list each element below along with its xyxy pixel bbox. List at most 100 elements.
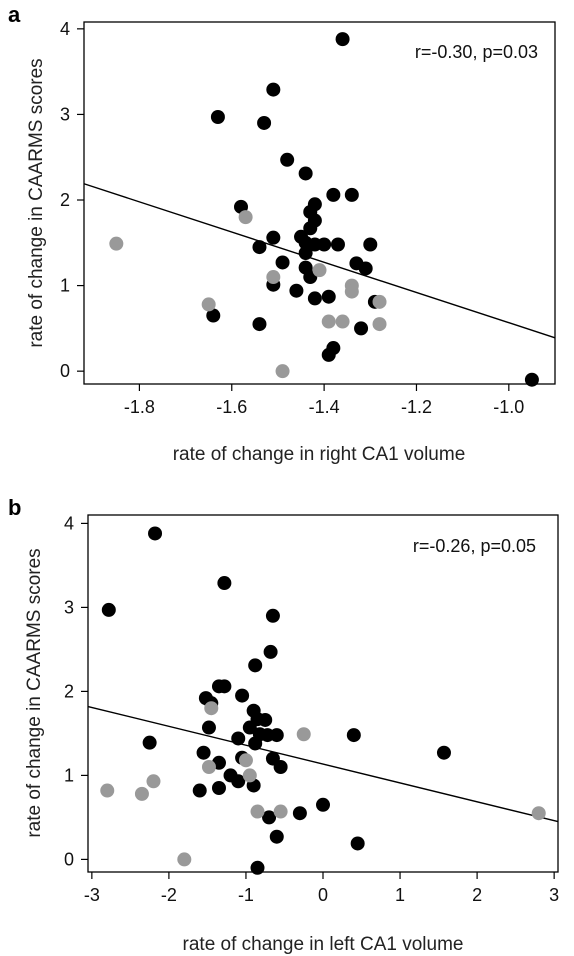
panel-a-letter: a [8, 2, 21, 27]
panel-a-x-tick-label: -1.6 [216, 397, 247, 417]
panel-a-marks [83, 32, 556, 387]
panel-b-gray-point-4 [201, 760, 216, 774]
panel-b-black-point-39 [250, 860, 265, 875]
panel-b-black-point-3 [265, 608, 280, 623]
panel-b-black-point-33 [192, 783, 207, 798]
panel-b-x-tick-label: 0 [318, 885, 328, 905]
panel-a-black-point-37 [524, 372, 539, 387]
panel-a-black-point-7 [344, 187, 359, 202]
panel-b-black-point-32 [211, 781, 226, 795]
panel-a-regression-line [83, 183, 556, 339]
panel-a-x-tick-label: -1.4 [309, 397, 340, 417]
panel-b-x-tick-label: 2 [472, 885, 482, 905]
panel-a-black-point-12 [303, 221, 318, 236]
panel-a-black-point-23 [275, 255, 290, 270]
panel-a-x-tick-label: -1.2 [401, 397, 432, 417]
panel-a-black-point-5 [298, 166, 313, 181]
panel-b-gray-point-1 [134, 786, 149, 801]
panel-a-y-tick-label: 2 [60, 190, 70, 210]
panel-a-black-point-30 [307, 291, 322, 306]
panel-a-black-point-6 [326, 187, 341, 202]
panel-a-black-point-32 [206, 308, 221, 323]
panel-a-black-point-34 [354, 321, 369, 336]
panel-b-y-tick-label: 2 [64, 681, 74, 701]
panel-b-black-point-36 [262, 810, 277, 825]
panel-b-x-tick-label: -1 [238, 885, 254, 905]
panel-a-y-tick-label: 4 [60, 19, 70, 39]
panel-b-gray-point-5 [238, 753, 253, 768]
panel-b-black-point-16 [231, 731, 246, 746]
panel-a-gray-point-0 [109, 236, 124, 251]
panel-b-gray-point-0 [100, 783, 115, 798]
panel-b-x-axis: -3 -2 -1 0 1 2 3 [84, 872, 559, 905]
panel-b-black-point-34 [316, 797, 330, 812]
panel-a: a -1.8 -1.6 -1.4 -1.2 -1.0 0 1 2 3 4 r=-0.30, p=… [8, 2, 556, 465]
panel-b-black-point-28 [273, 760, 288, 774]
panel-a-black-point-17 [317, 237, 332, 252]
panel-a-y-tick-label: 0 [60, 361, 70, 381]
panel-b-black-point-24 [196, 745, 211, 760]
panel-a-gray-point-3 [312, 263, 327, 278]
panel-a-black-point-29 [321, 289, 336, 304]
panel-b-plot-frame [87, 514, 559, 873]
panel-a-black-point-4 [280, 152, 295, 167]
panel-a-y-axis: 0 1 2 3 4 [60, 19, 84, 381]
panel-b-black-point-14 [242, 720, 257, 735]
panel-b-black-point-21 [142, 735, 157, 750]
panel-b-black-point-10 [235, 688, 250, 703]
panel-b-black-point-7 [211, 679, 226, 694]
panel-b-black-point-2 [217, 576, 232, 591]
panel-a-black-point-14 [266, 230, 281, 245]
panel-b-gray-point-9 [273, 804, 288, 819]
panel-a-gray-point-9 [321, 314, 336, 329]
panel-b-y-tick-label: 0 [64, 849, 74, 869]
panel-b-black-point-0 [148, 526, 163, 541]
panel-a-black-point-21 [298, 246, 313, 261]
panel-a-black-point-36 [321, 347, 336, 362]
panel-b-black-point-35 [292, 806, 307, 821]
panel-b-y-axis-label: rate of change in CAARMS scores [24, 548, 45, 837]
panel-b-black-point-30 [231, 774, 246, 789]
panel-a-y-tick-label: 1 [60, 276, 70, 296]
panel-a-black-point-20 [252, 240, 267, 255]
panel-a-gray-point-1 [238, 210, 253, 225]
panel-a-gray-point-8 [372, 317, 387, 332]
panel-b-regression-line [87, 705, 559, 823]
panel-b-x-tick-label: -3 [84, 885, 100, 905]
panel-a-x-axis: -1.8 -1.6 -1.4 -1.2 -1.0 [124, 384, 524, 417]
panel-b-marks [87, 526, 559, 875]
panel-b-x-axis-label: rate of change in left CA1 volume [183, 934, 464, 955]
panel-b-black-point-37 [269, 829, 284, 844]
panel-a-gray-point-6 [201, 297, 216, 312]
panel-a-gray-point-2 [266, 270, 281, 285]
panel-b-black-point-23 [436, 745, 451, 760]
panel-a-black-point-28 [289, 283, 304, 298]
panel-b-y-axis: 0 1 2 3 4 [64, 513, 88, 869]
panel-b-letter: b [8, 495, 21, 520]
panel-b-gray-point-10 [177, 852, 192, 867]
panel-a-black-point-18 [330, 237, 345, 252]
panel-b-black-point-20 [346, 728, 361, 743]
panel-b-correlation-annotation: r=-0.26, p=0.05 [413, 536, 536, 556]
panel-b-x-tick-label: 3 [549, 885, 559, 905]
panel-a-plot-frame [83, 21, 556, 385]
panel-b-gray-point-3 [204, 701, 219, 716]
panel-a-black-point-19 [363, 237, 378, 252]
panel-b-black-point-15 [201, 720, 216, 735]
panel-a-x-tick-label: -1.8 [124, 397, 155, 417]
panel-b-gray-point-2 [146, 774, 161, 789]
panel-b-y-tick-label: 3 [64, 597, 74, 617]
panel-a-gray-point-7 [372, 294, 387, 309]
panel-a-y-tick-label: 3 [60, 104, 70, 124]
panel-a-gray-point-5 [344, 284, 359, 299]
panel-b-black-point-13 [258, 712, 273, 727]
panel-a-x-tick-label: -1.0 [493, 397, 524, 417]
panel-a-black-point-25 [358, 261, 373, 276]
panel-b-black-point-19 [269, 728, 284, 743]
panel-a-gray-point-10 [335, 314, 350, 329]
panel-a-correlation-annotation: r=-0.30, p=0.03 [415, 42, 538, 62]
panel-b-gray-point-7 [296, 727, 311, 742]
panel-a-black-point-3 [257, 115, 272, 130]
panel-b-black-point-38 [350, 836, 365, 851]
